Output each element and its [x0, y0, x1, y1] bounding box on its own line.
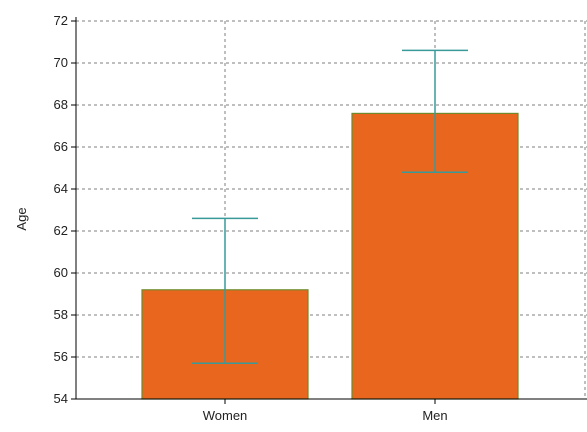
y-tick-label: 58: [54, 307, 68, 322]
axes: [71, 17, 587, 404]
bars: [141, 112, 519, 400]
y-tick-label: 64: [54, 181, 68, 196]
y-tick-label: 72: [54, 13, 68, 28]
y-tick-label: 56: [54, 349, 68, 364]
y-tick-label: 70: [54, 55, 68, 70]
tick-labels: 54 56 58 60 62 64 66 68 70 72 Women Men: [54, 13, 448, 423]
x-tick-label: Men: [422, 408, 447, 423]
y-tick-label: 54: [54, 391, 68, 406]
y-axis-title: Age: [14, 207, 29, 230]
y-tick-label: 68: [54, 97, 68, 112]
y-tick-label: 60: [54, 265, 68, 280]
y-tick-label: 66: [54, 139, 68, 154]
y-tick-label: 62: [54, 223, 68, 238]
error-bars: [192, 49, 468, 365]
x-tick-label: Women: [203, 408, 248, 423]
